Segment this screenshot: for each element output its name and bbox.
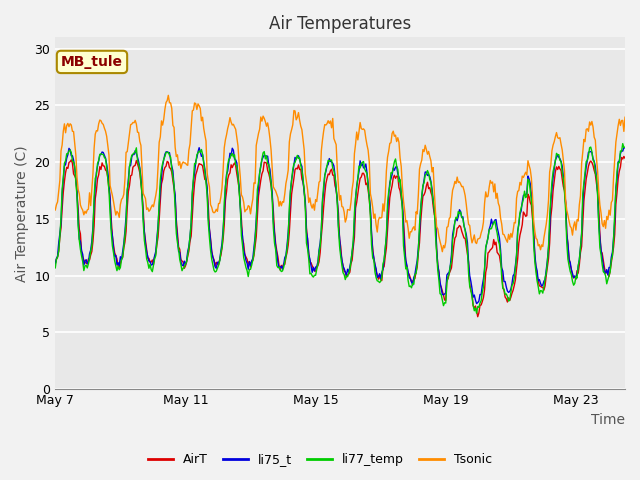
Text: MB_tule: MB_tule: [61, 55, 123, 69]
X-axis label: Time: Time: [591, 413, 625, 427]
Title: Air Temperatures: Air Temperatures: [269, 15, 412, 33]
Legend: AirT, li75_t, li77_temp, Tsonic: AirT, li75_t, li77_temp, Tsonic: [143, 448, 497, 471]
Y-axis label: Air Temperature (C): Air Temperature (C): [15, 145, 29, 282]
